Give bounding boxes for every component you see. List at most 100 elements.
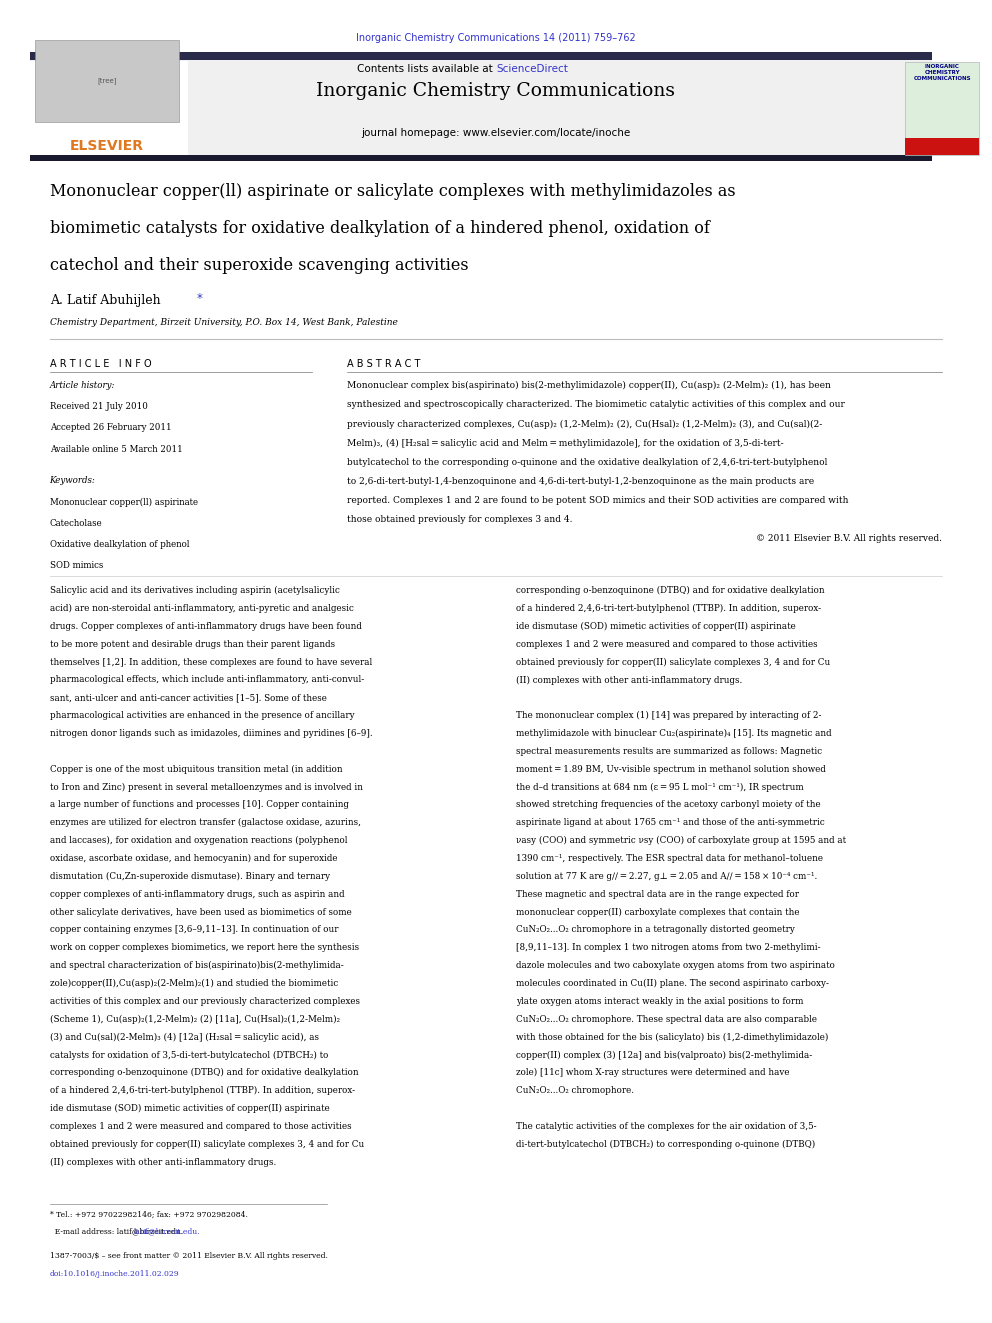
Text: Inorganic Chemistry Communications 14 (2011) 759–762: Inorganic Chemistry Communications 14 (2… bbox=[356, 33, 636, 44]
Text: CuN₂O₂...O₂ chromophore in a tetragonally distorted geometry: CuN₂O₂...O₂ chromophore in a tetragonall… bbox=[516, 926, 795, 934]
Text: SOD mimics: SOD mimics bbox=[50, 561, 103, 570]
Text: Keywords:: Keywords: bbox=[50, 476, 95, 486]
Text: biomimetic catalysts for oxidative dealkylation of a hindered phenol, oxidation : biomimetic catalysts for oxidative dealk… bbox=[50, 220, 709, 237]
Text: latif@birzeit.edu.: latif@birzeit.edu. bbox=[134, 1228, 200, 1236]
Text: catalysts for oxidation of 3,5-di-tert-butylcatechol (DTBCH₂) to: catalysts for oxidation of 3,5-di-tert-b… bbox=[50, 1050, 328, 1060]
Text: ide dismutase (SOD) mimetic activities of copper(II) aspirinate: ide dismutase (SOD) mimetic activities o… bbox=[50, 1103, 329, 1113]
Text: aspirinate ligand at about 1765 cm⁻¹ and those of the anti-symmetric: aspirinate ligand at about 1765 cm⁻¹ and… bbox=[516, 818, 824, 827]
Text: Melm)₃, (4) [H₂sal = salicylic acid and Melm = methylimidazole], for the oxidati: Melm)₃, (4) [H₂sal = salicylic acid and … bbox=[347, 439, 784, 447]
Text: Accepted 26 February 2011: Accepted 26 February 2011 bbox=[50, 423, 172, 433]
Text: a large number of functions and processes [10]. Copper containing: a large number of functions and processe… bbox=[50, 800, 348, 810]
Text: journal homepage: www.elsevier.com/locate/inoche: journal homepage: www.elsevier.com/locat… bbox=[361, 128, 631, 139]
Text: Received 21 July 2010: Received 21 July 2010 bbox=[50, 402, 148, 411]
Text: catechol and their superoxide scavenging activities: catechol and their superoxide scavenging… bbox=[50, 257, 468, 274]
Text: molecules coordinated in Cu(II) plane. The second aspirinato carboxy-: molecules coordinated in Cu(II) plane. T… bbox=[516, 979, 829, 988]
Text: zole) [11c] whom X-ray structures were determined and have: zole) [11c] whom X-ray structures were d… bbox=[516, 1068, 790, 1077]
Text: corresponding o-benzoquinone (DTBQ) and for oxidative dealkylation: corresponding o-benzoquinone (DTBQ) and … bbox=[516, 586, 824, 595]
Text: oxidase, ascorbate oxidase, and hemocyanin) and for superoxide: oxidase, ascorbate oxidase, and hemocyan… bbox=[50, 855, 337, 863]
Text: © 2011 Elsevier B.V. All rights reserved.: © 2011 Elsevier B.V. All rights reserved… bbox=[756, 534, 942, 544]
Text: [tree]: [tree] bbox=[97, 77, 117, 85]
Text: obtained previously for copper(II) salicylate complexes 3, 4 and for Cu: obtained previously for copper(II) salic… bbox=[516, 658, 830, 667]
Text: The catalytic activities of the complexes for the air oxidation of 3,5-: The catalytic activities of the complexe… bbox=[516, 1122, 816, 1131]
Text: Salicylic acid and its derivatives including aspirin (acetylsalicylic: Salicylic acid and its derivatives inclu… bbox=[50, 586, 339, 595]
Text: the d–d transitions at 684 nm (ε = 95 L mol⁻¹ cm⁻¹), IR spectrum: the d–d transitions at 684 nm (ε = 95 L … bbox=[516, 782, 804, 791]
Text: doi:10.1016/j.inoche.2011.02.029: doi:10.1016/j.inoche.2011.02.029 bbox=[50, 1270, 180, 1278]
Text: A R T I C L E   I N F O: A R T I C L E I N F O bbox=[50, 359, 151, 369]
Text: Available online 5 March 2011: Available online 5 March 2011 bbox=[50, 445, 183, 454]
Bar bbox=[30, 155, 932, 161]
Text: synthesized and spectroscopically characterized. The biomimetic catalytic activi: synthesized and spectroscopically charac… bbox=[347, 400, 845, 409]
Text: These magnetic and spectral data are in the range expected for: These magnetic and spectral data are in … bbox=[516, 889, 799, 898]
Text: dazole molecules and two caboxylate oxygen atoms from two aspirinato: dazole molecules and two caboxylate oxyg… bbox=[516, 960, 834, 970]
Text: and spectral characterization of bis(aspirinato)bis(2-methylimida-: and spectral characterization of bis(asp… bbox=[50, 960, 343, 970]
Text: themselves [1,2]. In addition, these complexes are found to have several: themselves [1,2]. In addition, these com… bbox=[50, 658, 372, 667]
Text: The mononuclear complex (1) [14] was prepared by interacting of 2-: The mononuclear complex (1) [14] was pre… bbox=[516, 712, 821, 720]
Text: Mononuclear copper(ll) aspirinate or salicylate complexes with methylimidazoles : Mononuclear copper(ll) aspirinate or sal… bbox=[50, 183, 735, 200]
Text: copper complexes of anti-inflammatory drugs, such as aspirin and: copper complexes of anti-inflammatory dr… bbox=[50, 889, 344, 898]
Text: νasy (COO) and symmetric νsy (COO) of carboxylate group at 1595 and at: νasy (COO) and symmetric νsy (COO) of ca… bbox=[516, 836, 846, 845]
Text: complexes 1 and 2 were measured and compared to those activities: complexes 1 and 2 were measured and comp… bbox=[516, 639, 817, 648]
Text: those obtained previously for complexes 3 and 4.: those obtained previously for complexes … bbox=[347, 516, 572, 524]
Text: of a hindered 2,4,6-tri-tert-butylphenol (TTBP). In addition, superox-: of a hindered 2,4,6-tri-tert-butylphenol… bbox=[516, 603, 821, 613]
Text: nitrogen donor ligands such as imidazoles, diimines and pyridines [6–9].: nitrogen donor ligands such as imidazole… bbox=[50, 729, 372, 738]
Text: Inorganic Chemistry Communications: Inorganic Chemistry Communications bbox=[316, 82, 676, 101]
Text: copper containing enzymes [3,6–9,11–13]. In continuation of our: copper containing enzymes [3,6–9,11–13].… bbox=[50, 926, 338, 934]
Text: ScienceDirect: ScienceDirect bbox=[496, 64, 567, 74]
Bar bbox=[35, 40, 179, 122]
Text: (II) complexes with other anti-inflammatory drugs.: (II) complexes with other anti-inflammat… bbox=[50, 1158, 276, 1167]
Text: ide dismutase (SOD) mimetic activities of copper(II) aspirinate: ide dismutase (SOD) mimetic activities o… bbox=[516, 622, 796, 631]
Text: Catecholase: Catecholase bbox=[50, 519, 102, 528]
Text: zole)copper(II),Cu(asp)₂(2-Melm)₂(1) and studied the biomimetic: zole)copper(II),Cu(asp)₂(2-Melm)₂(1) and… bbox=[50, 979, 338, 988]
Bar bbox=[30, 61, 188, 155]
Text: Mononuclear complex bis(aspirinato) bis(2-methylimidazole) copper(II), Cu(asp)₂ : Mononuclear complex bis(aspirinato) bis(… bbox=[347, 381, 831, 390]
Text: butylcatechol to the corresponding o-quinone and the oxidative dealkylation of 2: butylcatechol to the corresponding o-qui… bbox=[347, 458, 827, 467]
Text: 1390 cm⁻¹, respectively. The ESR spectral data for methanol–toluene: 1390 cm⁻¹, respectively. The ESR spectra… bbox=[516, 855, 822, 863]
Text: activities of this complex and our previously characterized complexes: activities of this complex and our previ… bbox=[50, 998, 359, 1005]
Text: * Tel.: +972 97022982146; fax: +972 9702982084.: * Tel.: +972 97022982146; fax: +972 9702… bbox=[50, 1211, 247, 1218]
Text: A B S T R A C T: A B S T R A C T bbox=[347, 359, 421, 369]
Text: di-tert-butylcatechol (DTBCH₂) to corresponding o-quinone (DTBQ): di-tert-butylcatechol (DTBCH₂) to corres… bbox=[516, 1139, 815, 1148]
Text: copper(II) complex (3) [12a] and bis(valproato) bis(2-methylimida-: copper(II) complex (3) [12a] and bis(val… bbox=[516, 1050, 812, 1060]
Text: to be more potent and desirable drugs than their parent ligands: to be more potent and desirable drugs th… bbox=[50, 639, 334, 648]
Text: Mononuclear copper(ll) aspirinate: Mononuclear copper(ll) aspirinate bbox=[50, 497, 197, 507]
Text: to Iron and Zinc) present in several metalloenzymes and is involved in: to Iron and Zinc) present in several met… bbox=[50, 782, 363, 791]
Text: mononuclear copper(II) carboxylate complexes that contain the: mononuclear copper(II) carboxylate compl… bbox=[516, 908, 800, 917]
Text: reported. Complexes 1 and 2 are found to be potent SOD mimics and their SOD acti: reported. Complexes 1 and 2 are found to… bbox=[347, 496, 849, 505]
Text: of a hindered 2,4,6-tri-tert-butylphenol (TTBP). In addition, superox-: of a hindered 2,4,6-tri-tert-butylphenol… bbox=[50, 1086, 355, 1095]
Text: Oxidative dealkylation of phenol: Oxidative dealkylation of phenol bbox=[50, 540, 189, 549]
Text: and laccases), for oxidation and oxygenation reactions (polyphenol: and laccases), for oxidation and oxygena… bbox=[50, 836, 347, 845]
Text: ELSEVIER: ELSEVIER bbox=[70, 139, 144, 153]
Text: *: * bbox=[196, 292, 202, 306]
Text: enzymes are utilized for electron transfer (galactose oxidase, azurins,: enzymes are utilized for electron transf… bbox=[50, 818, 361, 827]
Text: obtained previously for copper(II) salicylate complexes 3, 4 and for Cu: obtained previously for copper(II) salic… bbox=[50, 1139, 364, 1148]
Text: Article history:: Article history: bbox=[50, 381, 115, 390]
Text: Chemistry Department, Birzeit University, P.O. Box 14, West Bank, Palestine: Chemistry Department, Birzeit University… bbox=[50, 318, 398, 327]
Bar bbox=[30, 53, 932, 161]
Text: previously characterized complexes, Cu(asp)₂ (1,2-Melm)₂ (2), Cu(Hsal)₂ (1,2-Mel: previously characterized complexes, Cu(a… bbox=[347, 419, 822, 429]
Text: ylate oxygen atoms interact weakly in the axial positions to form: ylate oxygen atoms interact weakly in th… bbox=[516, 998, 804, 1005]
Text: [8,9,11–13]. In complex 1 two nitrogen atoms from two 2-methylimi-: [8,9,11–13]. In complex 1 two nitrogen a… bbox=[516, 943, 820, 953]
Bar bbox=[905, 62, 979, 155]
Text: CuN₂O₂...O₂ chromophore. These spectral data are also comparable: CuN₂O₂...O₂ chromophore. These spectral … bbox=[516, 1015, 816, 1024]
Text: (Scheme 1), Cu(asp)₂(1,2-Melm)₂ (2) [11a], Cu(Hsal)₂(1,2-Melm)₂: (Scheme 1), Cu(asp)₂(1,2-Melm)₂ (2) [11a… bbox=[50, 1015, 339, 1024]
Text: pharmacological effects, which include anti-inflammatory, anti-convul-: pharmacological effects, which include a… bbox=[50, 675, 364, 684]
Text: CuN₂O₂...O₂ chromophore.: CuN₂O₂...O₂ chromophore. bbox=[516, 1086, 634, 1095]
Text: pharmacological activities are enhanced in the presence of ancillary: pharmacological activities are enhanced … bbox=[50, 712, 354, 720]
Text: dismutation (Cu,Zn-superoxide dismutase). Binary and ternary: dismutation (Cu,Zn-superoxide dismutase)… bbox=[50, 872, 329, 881]
Text: (3) and Cu(sal)(2-Melm)₃ (4) [12a] (H₂sal = salicylic acid), as: (3) and Cu(sal)(2-Melm)₃ (4) [12a] (H₂sa… bbox=[50, 1032, 318, 1041]
Text: INORGANIC
CHEMISTRY
COMMUNICATIONS: INORGANIC CHEMISTRY COMMUNICATIONS bbox=[914, 64, 971, 81]
Text: solution at 77 K are g∕∕ = 2.27, g⊥ = 2.05 and A∕∕ = 158 × 10⁻⁴ cm⁻¹.: solution at 77 K are g∕∕ = 2.27, g⊥ = 2.… bbox=[516, 872, 817, 881]
Text: drugs. Copper complexes of anti-inflammatory drugs have been found: drugs. Copper complexes of anti-inflamma… bbox=[50, 622, 361, 631]
Text: showed stretching frequencies of the acetoxy carbonyl moiety of the: showed stretching frequencies of the ace… bbox=[516, 800, 820, 810]
Text: Copper is one of the most ubiquitous transition metal (in addition: Copper is one of the most ubiquitous tra… bbox=[50, 765, 342, 774]
Text: 1387-7003/$ – see front matter © 2011 Elsevier B.V. All rights reserved.: 1387-7003/$ – see front matter © 2011 El… bbox=[50, 1252, 327, 1259]
Text: other salicylate derivatives, have been used as biomimetics of some: other salicylate derivatives, have been … bbox=[50, 908, 351, 917]
Text: work on copper complexes biomimetics, we report here the synthesis: work on copper complexes biomimetics, we… bbox=[50, 943, 359, 953]
Text: moment = 1.89 BM, Uv-visible spectrum in methanol solution showed: moment = 1.89 BM, Uv-visible spectrum in… bbox=[516, 765, 825, 774]
Text: (II) complexes with other anti-inflammatory drugs.: (II) complexes with other anti-inflammat… bbox=[516, 675, 742, 684]
Bar bbox=[30, 52, 932, 60]
Text: sant, anti-ulcer and anti-cancer activities [1–5]. Some of these: sant, anti-ulcer and anti-cancer activit… bbox=[50, 693, 326, 703]
Text: A. Latif Abuhijleh: A. Latif Abuhijleh bbox=[50, 294, 161, 307]
Text: with those obtained for the bis (salicylato) bis (1,2-dimethylimidazole): with those obtained for the bis (salicyl… bbox=[516, 1032, 828, 1041]
Text: complexes 1 and 2 were measured and compared to those activities: complexes 1 and 2 were measured and comp… bbox=[50, 1122, 351, 1131]
